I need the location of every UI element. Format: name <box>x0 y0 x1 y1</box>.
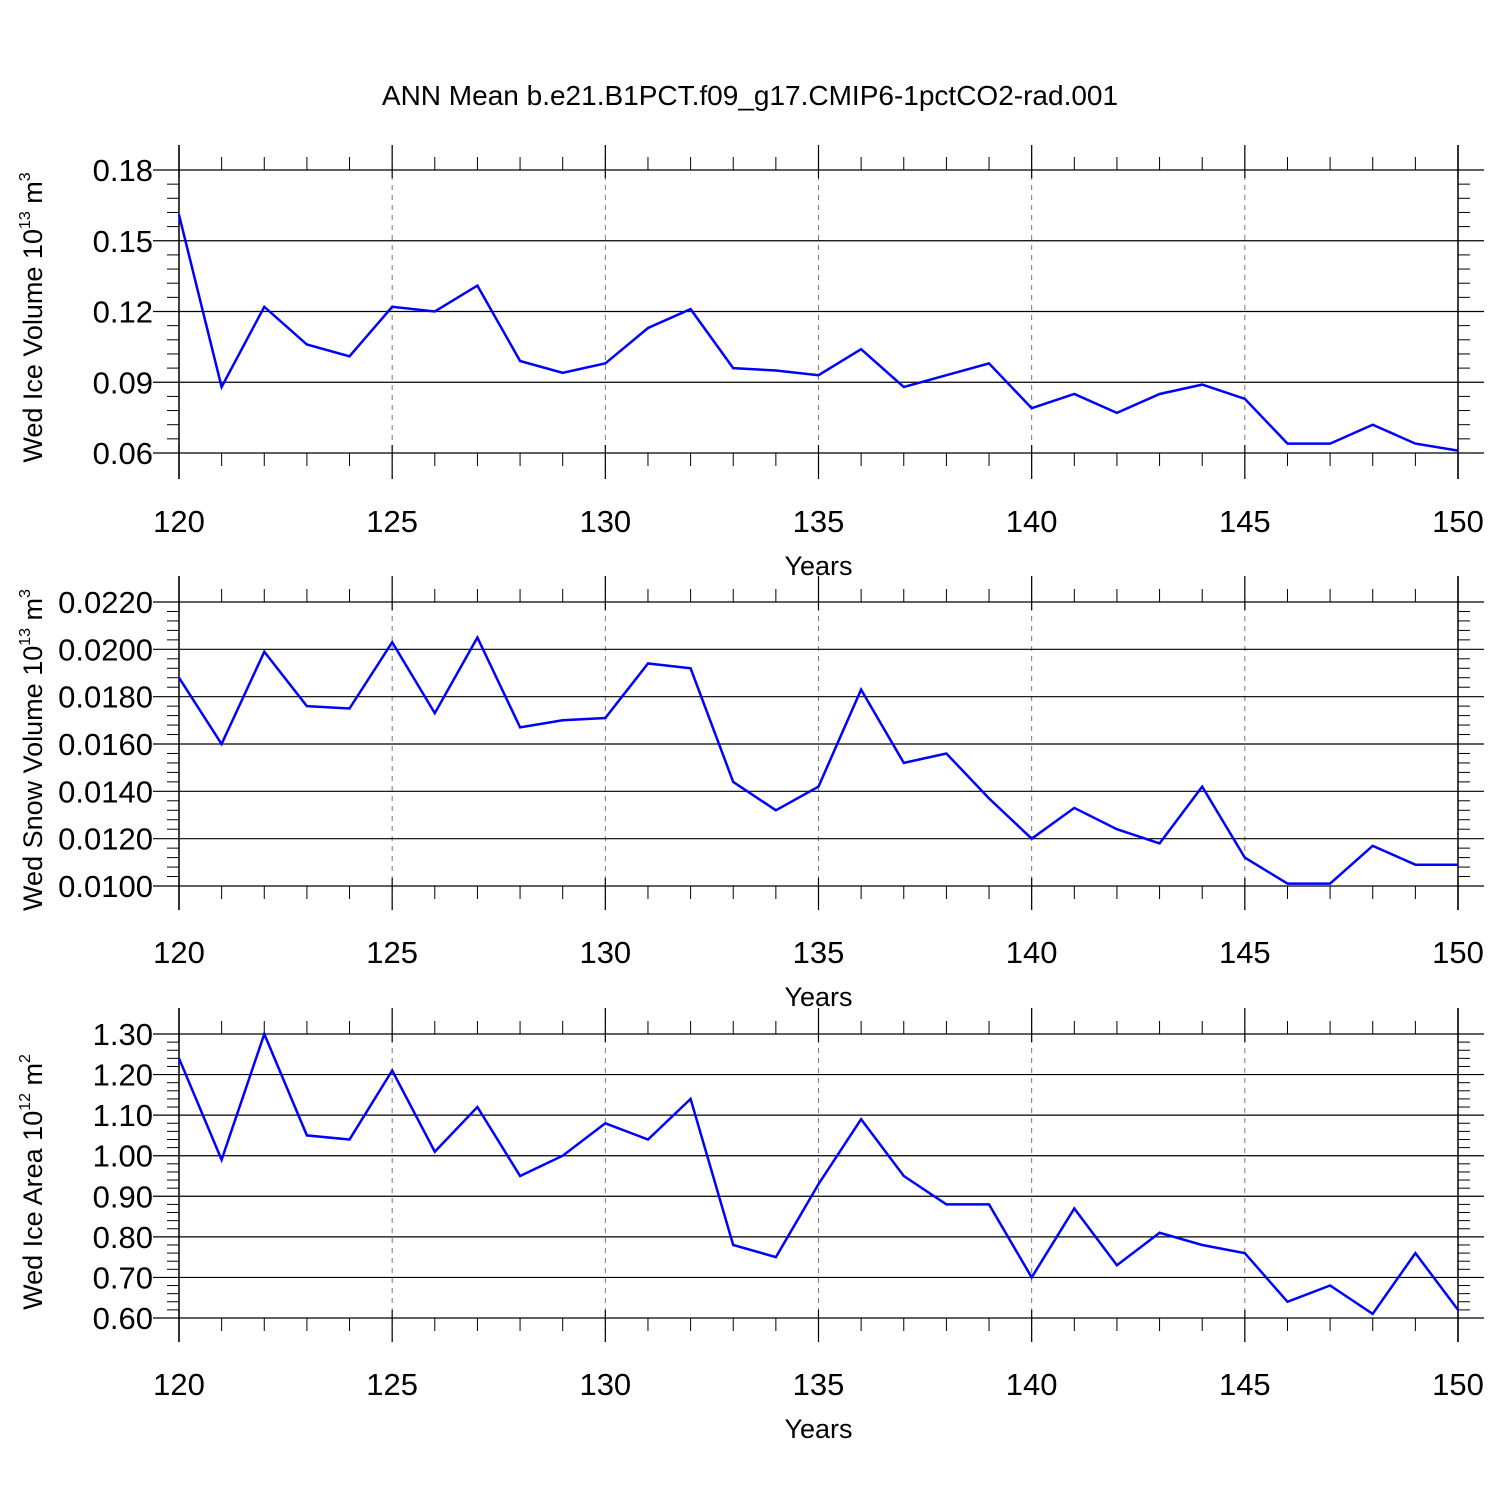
y-axis-label: Wed Ice Area 1012 m2 <box>17 1054 48 1310</box>
x-tick-label: 140 <box>1006 1367 1058 1402</box>
x-tick-label: 145 <box>1219 1367 1271 1402</box>
panel-3: 0.60 0.70 0.80 0.90 1.00 1.10 1.20 1.30 120 125 13… <box>17 1008 1484 1444</box>
x-tick-label: 135 <box>793 504 845 539</box>
x-tick-label: 140 <box>1006 935 1058 970</box>
y-axis-label: Wed Ice Volume 1013 m3 <box>17 172 48 462</box>
y-tick-label: 0.0220 <box>58 585 153 620</box>
x-tick-label: 125 <box>366 1367 418 1402</box>
y-tick-label: 0.06 <box>93 436 153 471</box>
x-tick-label: 135 <box>793 935 845 970</box>
y-tick-label: 0.80 <box>93 1220 153 1255</box>
x-tick-label: 150 <box>1432 935 1484 970</box>
x-tick-label: 130 <box>579 1367 631 1402</box>
y-tick-label: 0.0100 <box>58 869 153 904</box>
y-tick-label: 0.0180 <box>58 680 153 715</box>
y-tick-label: 0.15 <box>93 224 153 259</box>
y-tick-label: 1.20 <box>93 1058 153 1093</box>
x-tick-label: 130 <box>579 504 631 539</box>
y-axis-label: Wed Snow Volume 1013 m3 <box>17 589 48 911</box>
y-tick-label: 0.0200 <box>58 632 153 667</box>
x-axis-label: Years <box>784 1414 852 1444</box>
x-tick-label: 120 <box>153 1367 205 1402</box>
y-tick-label: 1.00 <box>93 1139 153 1174</box>
x-tick-label: 130 <box>579 935 631 970</box>
x-axis-label: Years <box>784 982 852 1012</box>
x-tick-label: 120 <box>153 935 205 970</box>
x-tick-label: 140 <box>1006 504 1058 539</box>
x-tick-label: 145 <box>1219 935 1271 970</box>
y-tick-label: 1.30 <box>93 1017 153 1052</box>
chart-title: ANN Mean b.e21.B1PCT.f09_g17.CMIP6-1pctC… <box>381 80 1119 111</box>
x-tick-label: 145 <box>1219 504 1271 539</box>
x-tick-label: 150 <box>1432 1367 1484 1402</box>
x-tick-label: 150 <box>1432 504 1484 539</box>
y-tick-label: 0.70 <box>93 1260 153 1295</box>
x-tick-label: 120 <box>153 504 205 539</box>
y-tick-label: 0.09 <box>93 365 153 400</box>
panel-1: 0.06 0.09 0.12 0.15 0.18 120 125 130 135 140 145 15… <box>17 145 1484 581</box>
x-tick-label: 125 <box>366 935 418 970</box>
y-tick-label: 0.12 <box>93 295 153 330</box>
y-tick-label: 0.0120 <box>58 822 153 857</box>
y-tick-label: 0.0140 <box>58 774 153 809</box>
y-tick-label: 1.10 <box>93 1098 153 1133</box>
y-tick-label: 0.0160 <box>58 727 153 762</box>
x-tick-label: 125 <box>366 504 418 539</box>
y-tick-label: 0.60 <box>93 1301 153 1336</box>
x-tick-label: 135 <box>793 1367 845 1402</box>
y-tick-label: 0.18 <box>93 153 153 188</box>
y-tick-label: 0.90 <box>93 1179 153 1214</box>
panel-2: 0.0100 0.0120 0.0140 0.0160 0.0180 0.0200 0.02… <box>17 576 1484 1012</box>
